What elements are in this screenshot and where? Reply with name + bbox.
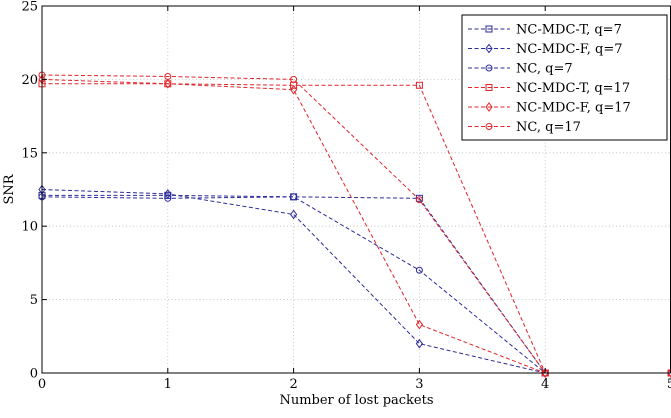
- x-tick-label: 1: [164, 377, 172, 392]
- legend-item: NC, q=17: [468, 120, 581, 135]
- y-axis-label: SNR: [2, 173, 17, 204]
- axis-ticks: 0 1 2 3 4 5 0 5 10 15 20 25: [21, 0, 671, 392]
- series-line: [41, 189, 671, 374]
- x-tick-label: 0: [38, 377, 46, 392]
- data-point: [415, 266, 423, 274]
- data-point: [164, 194, 172, 202]
- legend-box: [461, 14, 668, 141]
- series-line: [41, 196, 671, 374]
- legend-item: NC-MDC-F, q=17: [468, 101, 631, 116]
- data-point: [415, 319, 424, 330]
- legend-marker: [485, 102, 493, 112]
- y-tick-label: 20: [21, 73, 38, 88]
- legend-item: NC-MDC-T, q=7: [468, 23, 622, 38]
- data-point: [164, 78, 172, 89]
- series-line: [41, 74, 671, 374]
- y-tick-label: 10: [21, 220, 38, 235]
- legend-marker: [485, 64, 493, 72]
- data-point: [541, 368, 549, 378]
- data-point: [415, 81, 423, 89]
- legend-label: NC-MDC-F, q=7: [516, 42, 623, 57]
- legend-label: NC, q=17: [516, 120, 581, 135]
- x-tick-label: 4: [541, 377, 549, 392]
- y-tick-label: 15: [21, 146, 38, 161]
- legend-item: NC-MDC-T, q=17: [468, 81, 630, 96]
- data-point: [289, 209, 298, 220]
- data-point: [667, 368, 671, 378]
- series-2: [38, 193, 671, 377]
- legend-label: NC-MDC-F, q=17: [516, 101, 631, 116]
- series-line: [41, 78, 671, 374]
- x-tick-label: 2: [289, 377, 297, 392]
- legend-marker: [485, 123, 493, 130]
- legend-item: NC-MDC-F, q=7: [468, 42, 623, 57]
- data-point: [290, 193, 298, 201]
- data-point: [290, 75, 298, 83]
- x-tick-label: 3: [415, 377, 423, 392]
- y-tick-label: 0: [30, 367, 38, 382]
- legend-item: NC, q=7: [468, 62, 573, 77]
- y-tick-label: 25: [21, 0, 38, 15]
- legend-marker: [485, 25, 493, 33]
- series-0: [38, 191, 671, 377]
- series-line: [42, 194, 671, 374]
- series-1: [38, 184, 671, 378]
- data-point: [164, 72, 172, 80]
- legend-marker: [485, 43, 493, 54]
- data-point: [415, 196, 423, 204]
- x-axis-label: Number of lost packets: [279, 393, 433, 408]
- data-point: [289, 84, 298, 95]
- legend-label: NC, q=7: [516, 62, 573, 77]
- x-tick-label: 5: [667, 377, 671, 392]
- data-point: [415, 338, 424, 349]
- legend-label: NC-MDC-T, q=7: [516, 23, 622, 38]
- legend-marker: [485, 84, 493, 91]
- legend-label: NC-MDC-T, q=17: [516, 81, 630, 96]
- legend: NC-MDC-T, q=7 NC-MDC-F, q=7 NC, q=7 NC-MDC-…: [461, 14, 668, 141]
- y-tick-label: 5: [30, 293, 38, 308]
